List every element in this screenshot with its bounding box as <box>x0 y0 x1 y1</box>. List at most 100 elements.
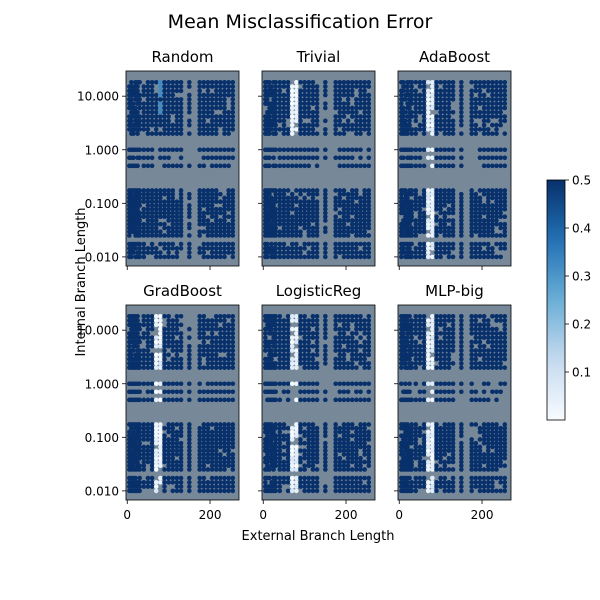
data-point <box>430 218 435 223</box>
data-point <box>197 365 202 370</box>
data-point <box>133 440 138 446</box>
data-point <box>459 84 464 89</box>
data-point <box>430 97 435 102</box>
data-point <box>170 422 176 427</box>
data-point <box>213 118 219 124</box>
data-point <box>409 433 414 439</box>
data-point <box>438 118 443 124</box>
data-point <box>170 365 176 370</box>
data-point <box>145 221 151 227</box>
data-point <box>421 348 427 353</box>
data-point <box>205 484 211 489</box>
data-point <box>213 397 219 403</box>
data-point <box>145 365 151 370</box>
data-point <box>459 381 464 387</box>
data-point <box>323 397 328 403</box>
data-point <box>407 356 412 362</box>
data-point <box>341 484 347 489</box>
data-point <box>141 210 147 216</box>
data-point <box>358 480 363 485</box>
y-axis-label: Internal Branch Length <box>74 207 89 356</box>
data-point <box>333 459 338 465</box>
data-point <box>294 452 299 457</box>
data-point <box>197 199 202 205</box>
data-point <box>277 109 283 115</box>
data-point <box>158 352 163 358</box>
data-point <box>162 84 167 89</box>
data-point <box>438 452 443 457</box>
data-point <box>222 356 227 362</box>
data-point <box>485 218 491 223</box>
data-point <box>362 425 367 431</box>
data-point <box>425 365 431 370</box>
data-point <box>438 195 443 201</box>
data-point <box>502 97 508 102</box>
data-point <box>153 437 159 442</box>
data-point <box>162 118 167 124</box>
data-point <box>469 131 474 136</box>
data-point <box>358 147 363 153</box>
data-point <box>127 343 132 349</box>
data-point <box>310 229 316 235</box>
data-point <box>450 448 456 454</box>
data-point <box>302 356 307 362</box>
data-point <box>337 326 343 332</box>
data-point <box>477 109 483 115</box>
data-point <box>477 488 483 494</box>
scatter-points <box>127 313 236 494</box>
data-point <box>409 352 414 358</box>
data-point <box>314 429 320 435</box>
data-point <box>201 250 207 255</box>
data-point <box>187 131 192 136</box>
data-point <box>277 429 283 435</box>
data-point <box>485 488 491 494</box>
data-point <box>310 352 316 358</box>
data-point <box>473 131 479 136</box>
data-point <box>323 313 328 319</box>
data-point <box>166 339 171 345</box>
data-point <box>197 188 202 193</box>
data-point <box>473 79 479 85</box>
data-point <box>153 389 159 395</box>
data-point <box>218 429 223 435</box>
data-point <box>213 437 219 442</box>
data-point <box>490 114 495 119</box>
data-point <box>409 225 414 231</box>
data-point <box>170 467 176 472</box>
data-point <box>430 147 435 153</box>
data-point <box>417 448 423 454</box>
data-point <box>442 199 448 205</box>
data-point <box>314 246 320 251</box>
data-point <box>459 452 464 457</box>
data-point <box>450 348 456 353</box>
data-point <box>362 250 367 255</box>
data-point <box>403 109 408 115</box>
data-point <box>421 356 427 362</box>
data-point <box>201 444 207 450</box>
data-point <box>442 459 448 465</box>
data-point <box>187 484 192 489</box>
data-point <box>310 241 316 247</box>
data-point <box>197 88 202 94</box>
data-point <box>294 459 299 465</box>
data-point <box>473 318 479 323</box>
data-point <box>141 381 147 387</box>
data-point <box>413 79 419 85</box>
data-point <box>485 455 491 461</box>
data-point <box>345 313 351 319</box>
data-point <box>289 381 295 387</box>
data-point <box>341 356 347 362</box>
data-point <box>450 221 456 227</box>
data-point <box>323 459 328 465</box>
data-point <box>306 92 312 98</box>
data-point <box>281 225 287 231</box>
data-point <box>135 131 140 136</box>
data-point <box>469 225 474 231</box>
data-point <box>502 335 508 340</box>
data-point <box>421 361 427 366</box>
data-point <box>273 88 278 94</box>
data-point <box>306 440 312 446</box>
data-point <box>145 92 151 98</box>
data-point <box>137 221 142 227</box>
data-point <box>201 429 207 435</box>
